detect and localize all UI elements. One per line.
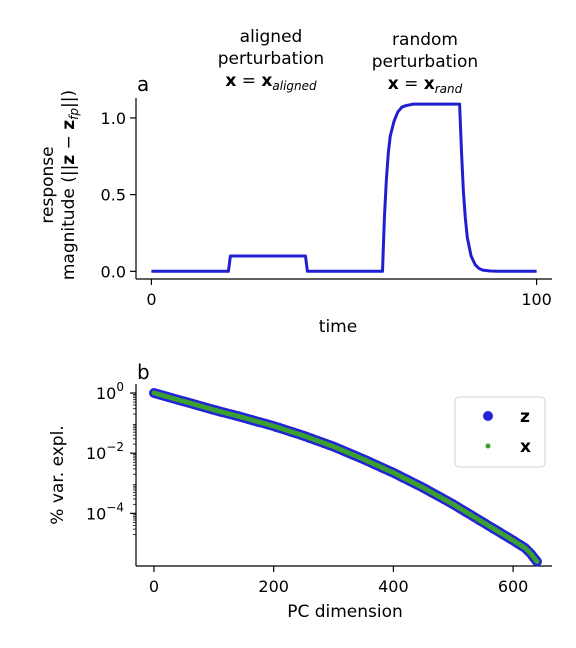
point-x: [534, 559, 540, 564]
annotation-aligned-eq-mid: =: [236, 71, 261, 91]
legend-box: [454, 396, 546, 468]
x-tick-label: 400: [378, 577, 409, 596]
annotation-random-line1: random: [392, 30, 458, 50]
ylabel-suffix: ||): [59, 90, 79, 108]
panel-b-x-label: PC dimension: [287, 602, 403, 622]
ylabel-sub: fp: [67, 108, 81, 120]
annotation-random-line2: perturbation: [372, 52, 478, 72]
panel-b-legend: z x: [454, 396, 546, 468]
annotation-aligned-eq-x2: x: [261, 71, 272, 91]
annotation-aligned-equation: x = xaligned: [225, 71, 317, 93]
x-tick-label: 100: [521, 290, 552, 309]
x-tick-label: 200: [258, 577, 289, 596]
y-tick-label: 10−2: [86, 440, 124, 463]
panel-a-y-label-line1: response: [38, 146, 58, 223]
x-tick-label: 0: [149, 577, 159, 596]
panel-a-ticks: 0 100 0.0 0.5 1.0: [101, 109, 552, 309]
annotation-random-eq-x2: x: [424, 74, 435, 94]
annotation-random-eq-mid: =: [399, 74, 424, 94]
panel-b-y-label: % var. expl.: [48, 425, 68, 524]
annotation-aligned-eq-sub: aligned: [272, 79, 317, 93]
panel-a-x-label: time: [319, 317, 357, 337]
legend-x-label: x: [520, 437, 531, 457]
panel-a: a aligned perturbation x = xaligned rand…: [38, 27, 552, 337]
y-tick-label: 10−4: [86, 500, 124, 523]
legend-x-marker: [485, 443, 491, 449]
annotation-random-eq-sub: rand: [435, 82, 463, 96]
panel-a-label: a: [137, 72, 149, 96]
annotation-random-equation: x = xrand: [388, 74, 463, 96]
annotation-random-eq-x: x: [388, 74, 399, 94]
ylabel-prefix: magnitude (||: [59, 165, 79, 280]
ylabel-z1: z: [59, 155, 79, 165]
annotation-aligned-line2: perturbation: [218, 49, 324, 69]
y-tick-label: 0.5: [101, 186, 126, 205]
y-tick-label: 1.0: [101, 109, 126, 128]
panel-b-ticks: 0 200 400 600 100 10−2 10−4: [86, 380, 528, 596]
annotation-aligned-eq-x: x: [225, 71, 236, 91]
annotation-aligned-line1: aligned: [240, 27, 303, 47]
x-tick-label: 600: [498, 577, 529, 596]
panel-a-response-line: [151, 102, 537, 273]
ylabel-minus: −: [59, 130, 79, 155]
legend-z-marker: [483, 411, 493, 421]
legend-z-label: z: [520, 407, 530, 427]
panel-b-points: [149, 388, 542, 567]
y-tick-label: 100: [96, 380, 124, 403]
panel-b: b 0 200 400 600 100 10−2 10−4 z x PC dimension…: [48, 360, 552, 622]
ylabel-z2: z: [59, 120, 79, 130]
x-tick-label: 0: [146, 290, 156, 309]
panel-a-y-label: response magnitude (||z − zfp||): [38, 90, 81, 280]
panel-b-label: b: [137, 360, 150, 384]
panel-a-y-label-line2: magnitude (||z − zfp||): [59, 90, 81, 280]
series-x: [151, 390, 540, 564]
y-tick-label: 0.0: [101, 262, 126, 281]
